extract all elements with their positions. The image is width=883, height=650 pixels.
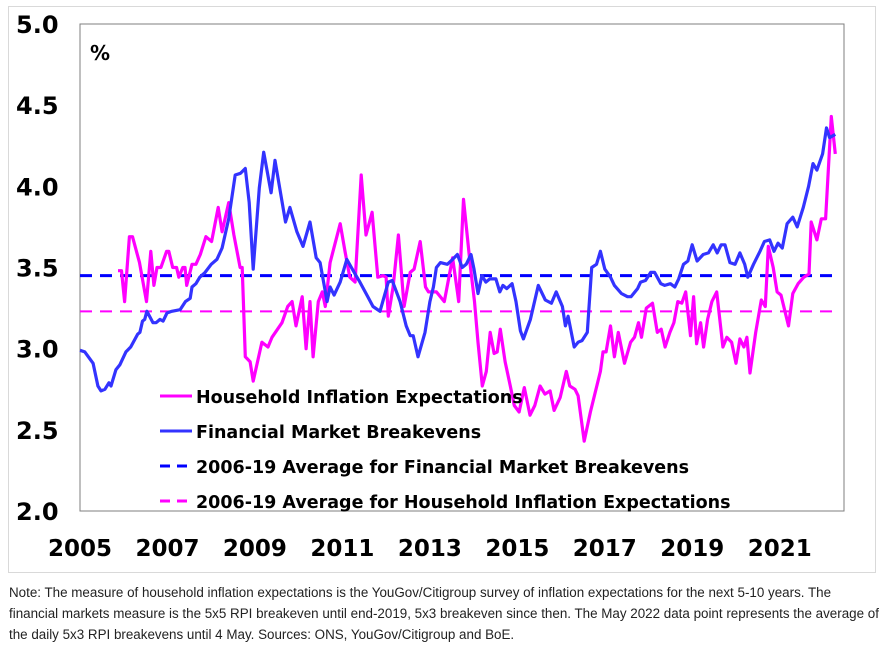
legend-label: Financial Market Breakevens (196, 423, 481, 443)
x-tick-label: 2009 (223, 536, 287, 562)
legend-item: Household Inflation Expectations (160, 388, 523, 408)
legend-item: 2006-19 Average for Household Inflation … (160, 493, 731, 513)
x-axis: 2005 2007 2009 2011 2013 2015 2017 2019 2021 (48, 536, 812, 562)
x-tick-label: 2007 (135, 536, 199, 562)
y-tick-label: 4.0 (16, 173, 59, 201)
x-tick-label: 2021 (748, 536, 812, 562)
unit-label: % (90, 41, 110, 65)
legend-item: 2006-19 Average for Financial Market Bre… (160, 458, 689, 478)
x-tick-label: 2011 (310, 536, 374, 562)
legend-label: 2006-19 Average for Household Inflation … (196, 493, 731, 513)
y-tick-label: 5.0 (16, 11, 59, 39)
financial-breakevens-line (79, 126, 837, 393)
x-tick-label: 2019 (660, 536, 724, 562)
line-chart: 2.02.53.03.54.04.55.0 2005 2007 2009 2011 20… (16, 11, 845, 562)
household-expectations-line (118, 114, 837, 443)
chart-note: Note: The measure of household inflation… (9, 585, 879, 642)
x-tick-label: 2005 (48, 536, 112, 562)
x-tick-label: 2013 (398, 536, 462, 562)
y-tick-label: 3.0 (16, 336, 59, 364)
legend: Household Inflation Expectations Financia… (160, 388, 731, 513)
legend-item: Financial Market Breakevens (160, 423, 481, 443)
y-tick-label: 4.5 (16, 92, 59, 120)
y-tick-label: 2.0 (16, 498, 59, 526)
x-tick-label: 2017 (573, 536, 637, 562)
series-lines (79, 114, 837, 443)
x-tick-label: 2015 (485, 536, 549, 562)
legend-label: Household Inflation Expectations (196, 388, 523, 408)
y-tick-label: 3.5 (16, 255, 59, 283)
y-axis: 2.0 2.5 3.0 3.5 4.0 4.5 5.0 (16, 11, 59, 526)
y-tick-label: 2.5 (16, 417, 59, 445)
legend-label: 2006-19 Average for Financial Market Bre… (196, 458, 689, 478)
